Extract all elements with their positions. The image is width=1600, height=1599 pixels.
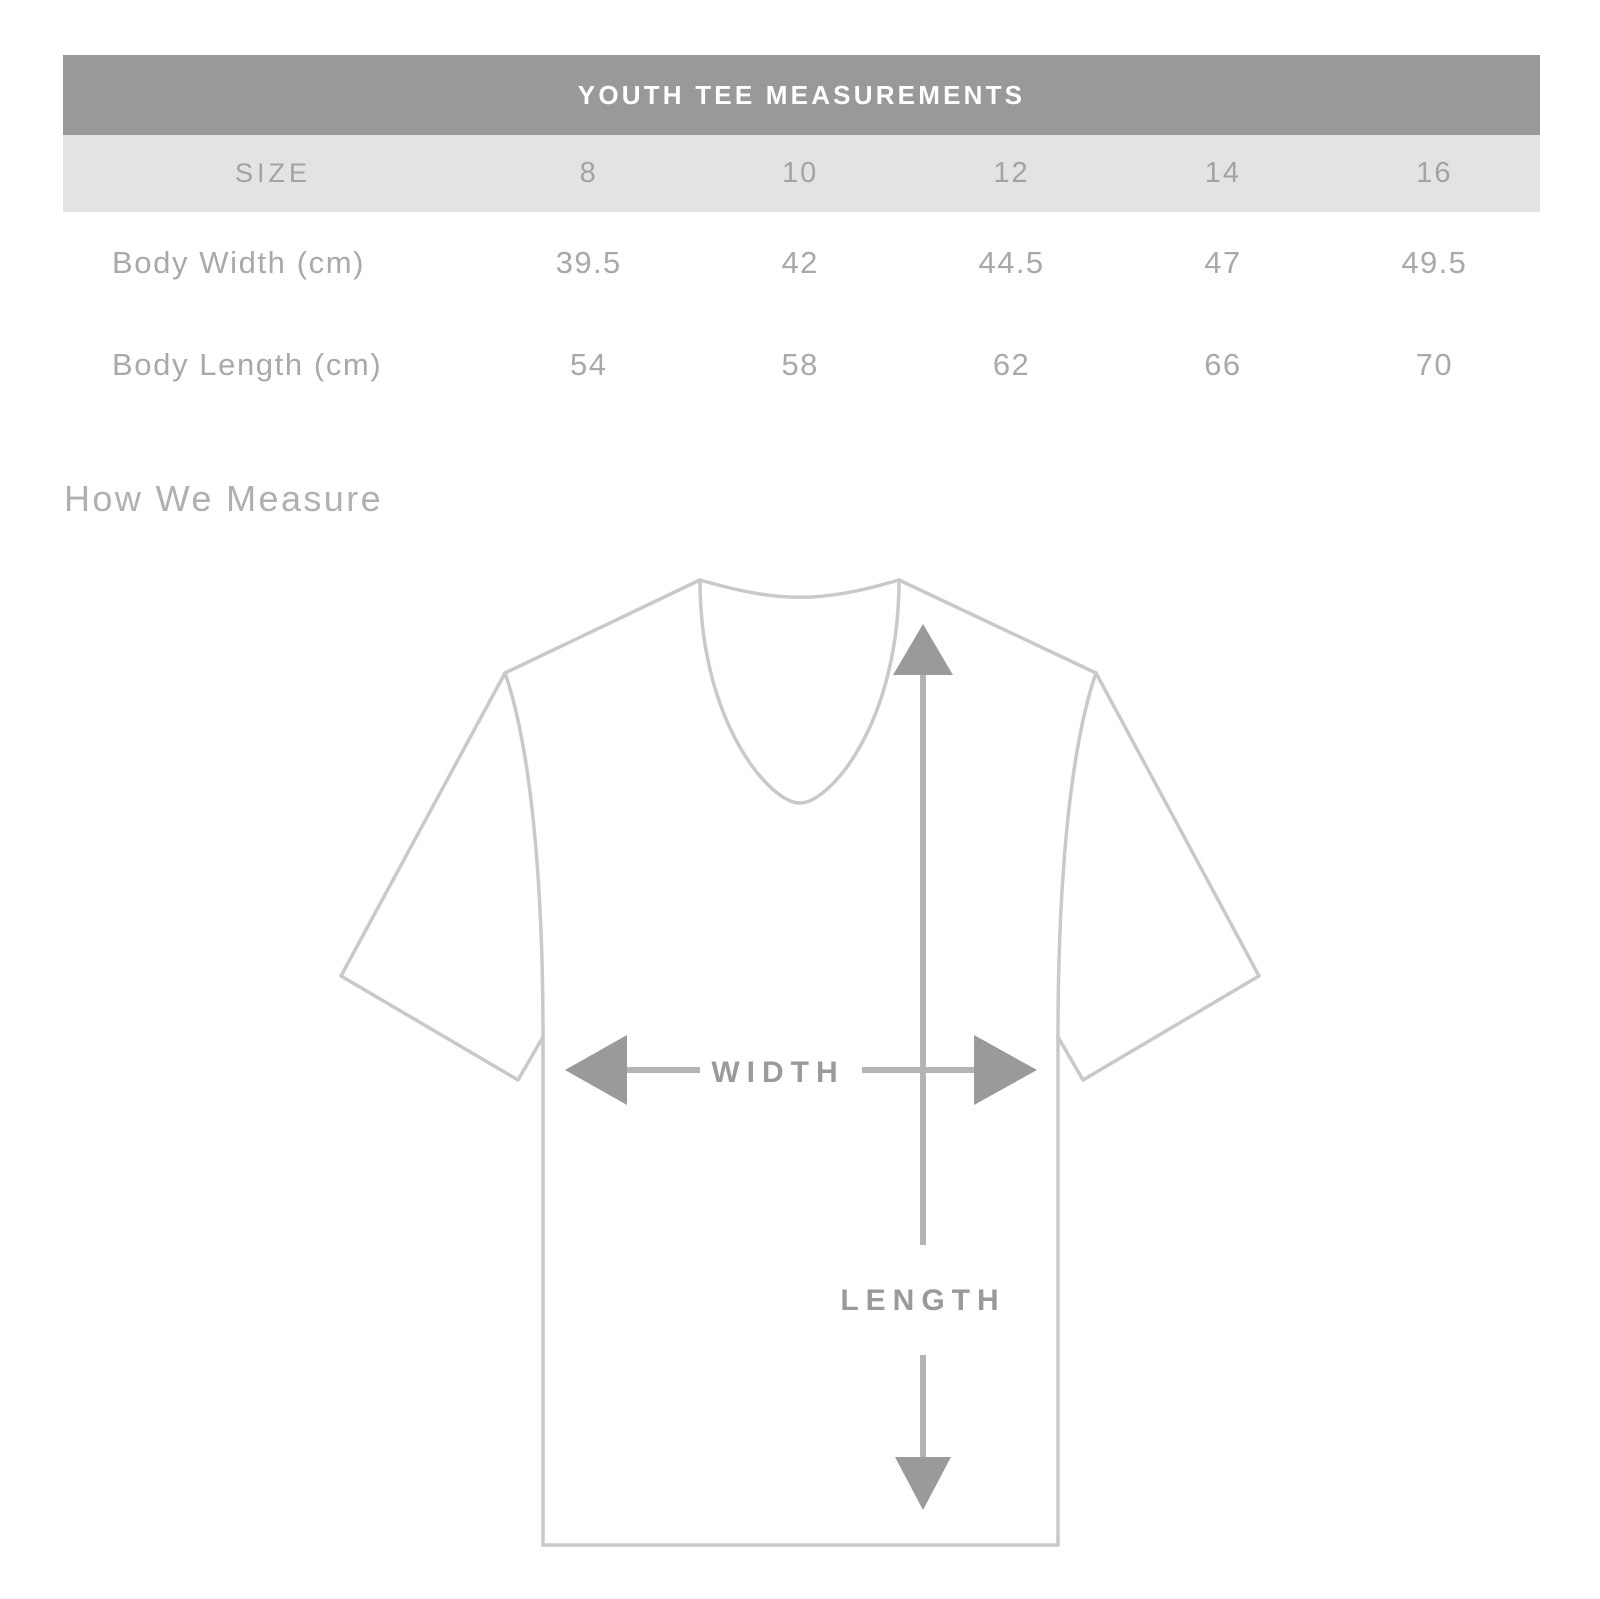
length-label: LENGTH <box>840 1284 1005 1317</box>
row-label-body-width: Body Width (cm) <box>112 245 366 280</box>
table-title: YOUTH TEE MEASUREMENTS <box>577 79 1026 110</box>
table-row: Body Width (cm) 39.5 42 44.5 47 49.5 <box>63 212 1540 314</box>
column-header-size-8: 8 <box>579 157 598 189</box>
width-arrow-icon <box>565 1035 1037 1105</box>
cell-body-width-8: 39.5 <box>555 245 622 280</box>
column-header-size-10: 10 <box>781 157 819 189</box>
cell-body-length-8: 54 <box>570 347 608 382</box>
size-chart-table: YOUTH TEE MEASUREMENTS SIZE 8 10 12 14 1… <box>63 55 1540 416</box>
table-title-band: YOUTH TEE MEASUREMENTS <box>63 55 1540 135</box>
cell-body-length-14: 66 <box>1204 347 1242 382</box>
cell-body-width-16: 49.5 <box>1401 245 1468 280</box>
column-header-size-16: 16 <box>1416 157 1453 189</box>
how-we-measure-heading: How We Measure <box>64 478 384 519</box>
table-row: Body Length (cm) 54 58 62 66 70 <box>63 314 1540 416</box>
cell-body-width-14: 47 <box>1204 245 1242 280</box>
table-header-row: SIZE 8 10 12 14 16 <box>63 135 1540 212</box>
length-arrow-icon <box>893 624 953 1510</box>
cell-body-length-10: 58 <box>781 347 819 382</box>
cell-body-length-16: 70 <box>1415 347 1453 382</box>
cell-body-length-12: 62 <box>992 347 1031 382</box>
column-header-size-12: 12 <box>993 157 1030 189</box>
cell-body-width-10: 42 <box>781 245 819 280</box>
cell-body-width-12: 44.5 <box>978 245 1045 280</box>
width-label: WIDTH <box>711 1056 844 1089</box>
tshirt-outline-icon <box>339 578 1261 1547</box>
tee-measurement-diagram: LENGTH WIDTH <box>0 545 1600 1599</box>
row-label-body-length: Body Length (cm) <box>112 347 383 382</box>
column-header-size: SIZE <box>234 158 311 188</box>
column-header-size-14: 14 <box>1204 157 1242 189</box>
